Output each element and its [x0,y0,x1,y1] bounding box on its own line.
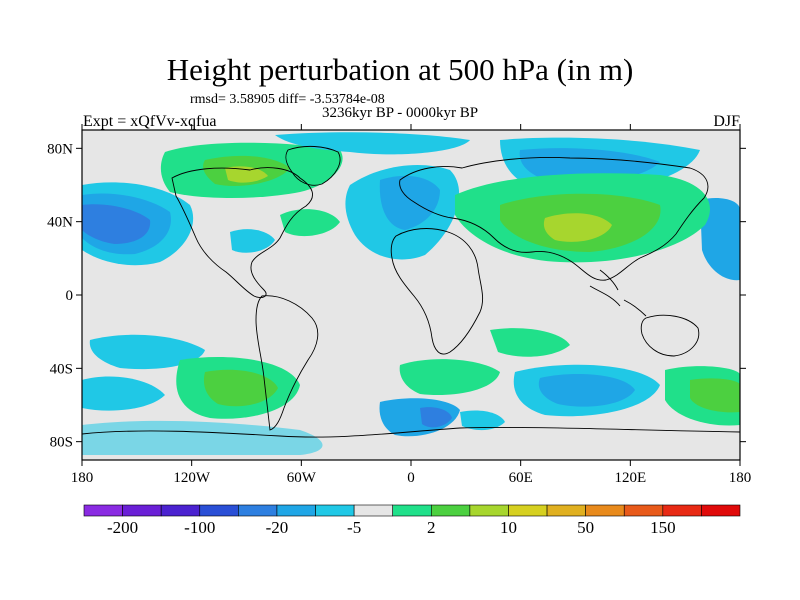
contour-region [700,198,740,281]
contour-region [538,374,635,407]
season-label: DJF [713,113,740,130]
colorbar-swatch [508,504,548,517]
island-coasts [589,269,647,317]
colorbar-swatch [662,504,702,517]
colorbar: -200 -100 -20 -5 2 10 50 150 [83,504,741,537]
colorbar-swatch [315,504,355,517]
lon-tick-label: 60E [509,470,533,486]
colorbar-swatch [585,504,625,517]
lon-tick-label: 180 [729,470,752,486]
lat-tick-label: 40N [47,215,73,231]
contour-region [82,204,151,244]
contour-region [280,209,340,237]
lon-tick-label: 60W [287,470,317,486]
contour-region [225,166,268,183]
contour-region [82,376,165,411]
contour-region [460,410,505,431]
australia-coast [640,314,700,357]
contour-region [543,213,612,242]
contour-region [690,378,740,413]
colorbar-swatch [160,504,201,517]
period-label: 3236kyr BP - 0000kyr BP [322,105,479,121]
contour-region [399,359,500,396]
lon-tick-label: 180 [71,470,94,486]
contour-region [89,334,205,370]
colorbar-swatch [353,504,394,517]
lat-tick-label: 80N [47,141,73,157]
stats-text: rmsd= 3.58905 diff= -3.53784e-08 [190,92,385,107]
colorbar-label: -100 [184,518,215,537]
greenland-coast [285,145,341,186]
colorbar-label: 10 [500,518,517,537]
contour-region [490,328,570,357]
experiment-label: Expt = xQfVv-xqfua [83,113,217,130]
lon-tick-label: 120E [614,470,646,486]
colorbar-swatch [623,504,664,517]
lon-tick-label: 120W [173,470,211,486]
colorbar-swatch [276,504,316,517]
contour-region [275,132,470,155]
lon-tick-label: 0 [407,470,415,486]
coastlines [82,145,740,438]
colorbar-swatch [546,504,586,517]
contour-region [420,407,452,428]
colorbar-swatch [199,504,239,517]
colorbar-label: -200 [107,518,138,537]
colorbar-label: 2 [427,518,436,537]
south-america-coast [255,295,319,431]
contour-region [203,369,278,407]
longitude-axis: 180 120W 60W 0 60E 120E 180 [71,124,752,486]
colorbar-label: 50 [577,518,594,537]
colorbar-label: -5 [347,518,361,537]
colorbar-swatch [238,504,278,517]
lat-tick-label: 40S [50,361,73,377]
latitude-axis: 80N 40N 0 40S 80S [47,141,746,451]
lat-tick-label: 0 [66,288,74,304]
contour-fill-layer [82,132,740,455]
colorbar-swatch [83,504,123,517]
colorbar-swatch [122,504,162,517]
contour-region [379,398,460,437]
map-title: Height perturbation at 500 hPa (in m) [166,52,634,87]
colorbar-swatch [701,504,741,517]
lat-tick-label: 80S [50,435,73,451]
colorbar-label: -20 [266,518,289,537]
contour-region [379,175,440,230]
eurasia-coast [399,157,709,281]
colorbar-swatch [392,504,432,517]
colorbar-label: 150 [650,518,676,537]
antarctica-coast [82,427,740,438]
africa-coast [390,228,483,355]
colorbar-swatch [469,504,509,517]
contour-region [82,420,323,455]
contour-region [230,229,275,253]
colorbar-swatch [430,504,471,517]
north-america-coast [171,167,313,299]
